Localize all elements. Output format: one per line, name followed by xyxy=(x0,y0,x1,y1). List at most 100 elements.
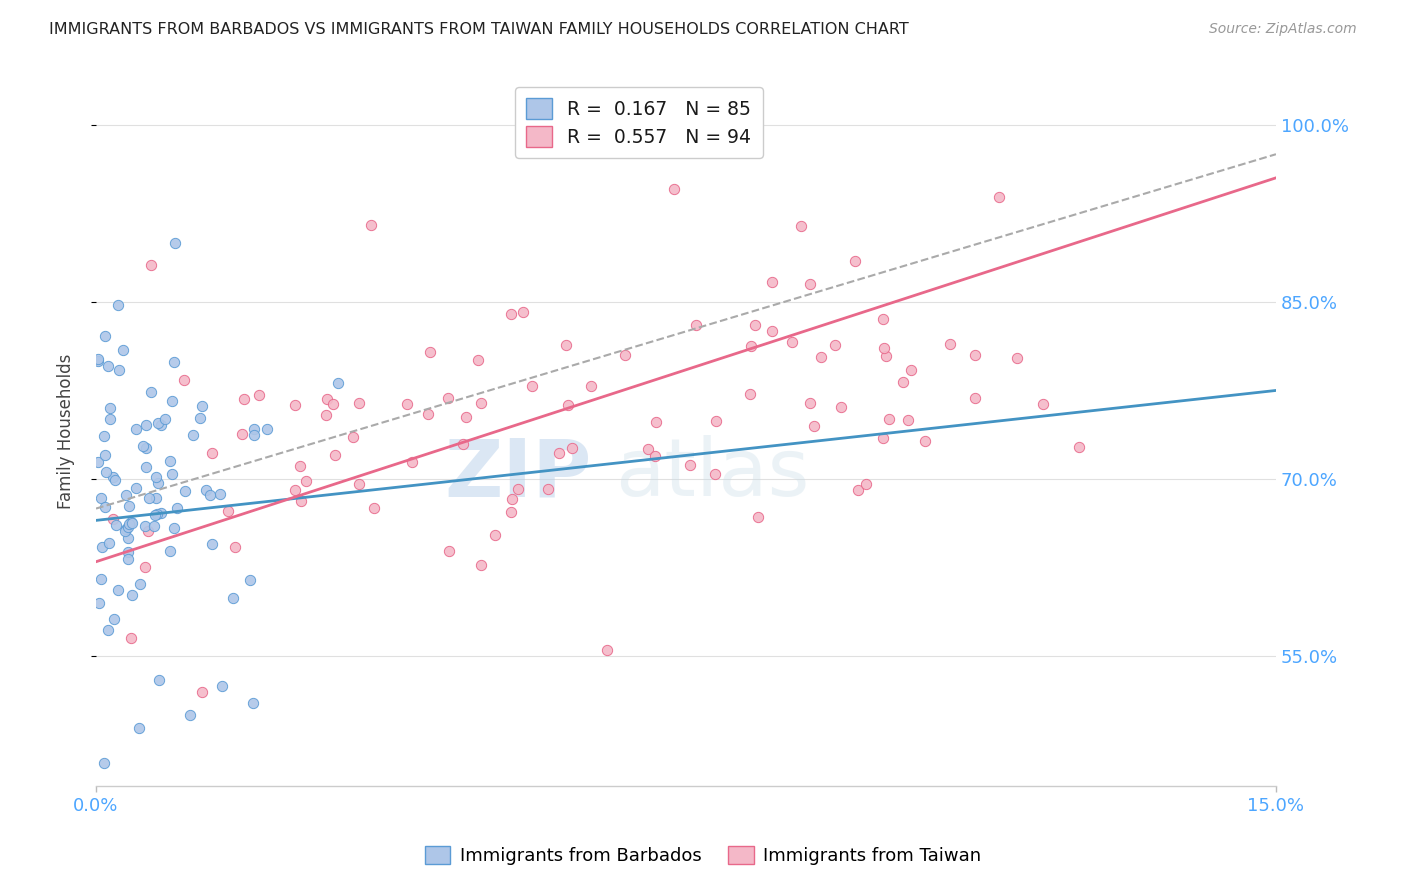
Point xyxy=(94,500,117,514)
Point xyxy=(761,324,783,338)
Point xyxy=(86,353,108,368)
Point xyxy=(484,528,506,542)
Point xyxy=(579,379,602,393)
Point xyxy=(470,396,492,410)
Point xyxy=(315,409,337,423)
Point xyxy=(900,363,922,377)
Point xyxy=(90,491,112,505)
Point xyxy=(93,329,115,343)
Point xyxy=(101,512,124,526)
Point xyxy=(90,572,112,586)
Point xyxy=(965,391,987,405)
Point xyxy=(872,311,894,326)
Point xyxy=(86,455,108,469)
Point xyxy=(295,474,318,488)
Point xyxy=(451,437,474,451)
Text: Source: ZipAtlas.com: Source: ZipAtlas.com xyxy=(1209,22,1357,37)
Point xyxy=(897,413,920,427)
Point xyxy=(98,412,121,426)
Point xyxy=(315,392,337,406)
Point xyxy=(436,392,458,406)
Point xyxy=(114,522,136,536)
Point xyxy=(117,519,139,533)
Point xyxy=(645,415,668,429)
Point xyxy=(107,582,129,597)
Point xyxy=(201,446,224,460)
Point xyxy=(121,516,143,530)
Point xyxy=(211,679,233,693)
Point xyxy=(148,673,170,687)
Point xyxy=(548,446,571,460)
Point xyxy=(224,541,246,555)
Point xyxy=(114,524,136,538)
Point xyxy=(1005,351,1028,365)
Point xyxy=(824,338,846,352)
Point xyxy=(108,362,131,376)
Point xyxy=(418,407,440,421)
Point xyxy=(1067,440,1090,454)
Point xyxy=(233,392,256,407)
Point xyxy=(439,544,461,558)
Point xyxy=(596,643,619,657)
Point xyxy=(238,573,260,587)
Point xyxy=(740,339,762,353)
Point xyxy=(101,470,124,484)
Point xyxy=(97,359,120,373)
Point xyxy=(323,448,346,462)
Point xyxy=(844,253,866,268)
Point xyxy=(188,411,211,425)
Point xyxy=(242,422,264,436)
Point xyxy=(396,397,419,411)
Y-axis label: Family Households: Family Households xyxy=(58,354,75,509)
Point xyxy=(290,459,312,474)
Point xyxy=(830,401,852,415)
Point xyxy=(134,560,156,574)
Point xyxy=(744,318,766,333)
Point xyxy=(662,182,685,196)
Point xyxy=(217,504,239,518)
Point xyxy=(135,418,157,433)
Point xyxy=(522,379,544,393)
Point xyxy=(143,508,166,523)
Text: IMMIGRANTS FROM BARBADOS VS IMMIGRANTS FROM TAIWAN FAMILY HOUSEHOLDS CORRELATION: IMMIGRANTS FROM BARBADOS VS IMMIGRANTS F… xyxy=(49,22,908,37)
Point xyxy=(501,505,523,519)
Point xyxy=(537,483,560,497)
Point xyxy=(872,431,894,445)
Point xyxy=(685,318,707,332)
Point xyxy=(146,476,169,491)
Point xyxy=(118,516,141,531)
Point xyxy=(91,540,114,554)
Point xyxy=(166,500,188,515)
Text: ZIP: ZIP xyxy=(444,435,592,513)
Point xyxy=(174,483,197,498)
Point xyxy=(467,352,489,367)
Point xyxy=(179,708,201,723)
Point xyxy=(112,343,135,358)
Point xyxy=(191,685,214,699)
Point xyxy=(456,409,478,424)
Point xyxy=(143,519,166,533)
Point xyxy=(242,697,264,711)
Point xyxy=(872,341,894,355)
Point xyxy=(105,518,128,533)
Point xyxy=(150,417,173,432)
Point xyxy=(118,499,141,513)
Point xyxy=(470,558,492,573)
Point xyxy=(134,519,156,533)
Point xyxy=(247,388,270,402)
Point xyxy=(512,304,534,318)
Point xyxy=(191,399,214,413)
Point xyxy=(159,454,181,468)
Point xyxy=(160,467,183,481)
Point xyxy=(120,515,142,529)
Point xyxy=(120,631,142,645)
Point xyxy=(891,375,914,389)
Point xyxy=(117,545,139,559)
Point xyxy=(740,387,762,401)
Point xyxy=(145,491,167,506)
Point xyxy=(1032,396,1054,410)
Point xyxy=(94,466,117,480)
Point xyxy=(146,416,169,430)
Point xyxy=(561,442,583,456)
Point xyxy=(201,537,224,551)
